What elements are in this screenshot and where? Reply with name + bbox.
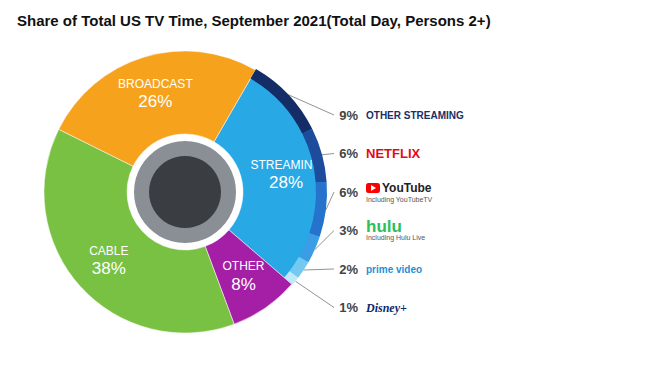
- svg-text:28%: 28%: [269, 173, 303, 192]
- svg-text:YouTube: YouTube: [382, 181, 432, 195]
- svg-text:Share of Total US TV Time, Sep: Share of Total US TV Time, September 202…: [17, 12, 491, 29]
- svg-text:hulu: hulu: [366, 217, 402, 236]
- svg-text:26%: 26%: [138, 92, 172, 111]
- svg-text:6%: 6%: [339, 185, 358, 200]
- svg-text:1%: 1%: [339, 300, 358, 315]
- svg-text:Disney+: Disney+: [365, 301, 407, 315]
- svg-text:2%: 2%: [339, 262, 358, 277]
- svg-text:STREAMING: STREAMING: [250, 158, 321, 172]
- svg-text:CABLE: CABLE: [89, 244, 128, 258]
- svg-text:Including YouTubeTV: Including YouTubeTV: [366, 196, 433, 204]
- svg-text:BROADCAST: BROADCAST: [118, 77, 193, 91]
- svg-text:Including Hulu Live: Including Hulu Live: [366, 234, 425, 242]
- svg-text:NETFLIX: NETFLIX: [366, 146, 420, 161]
- svg-text:8%: 8%: [231, 275, 256, 294]
- svg-text:3%: 3%: [339, 223, 358, 238]
- svg-text:38%: 38%: [92, 259, 126, 278]
- svg-text:6%: 6%: [339, 146, 358, 161]
- svg-text:OTHER: OTHER: [222, 259, 264, 273]
- svg-text:9%: 9%: [339, 108, 358, 123]
- svg-text:OTHER STREAMING: OTHER STREAMING: [366, 110, 464, 121]
- svg-text:prime video: prime video: [366, 264, 422, 275]
